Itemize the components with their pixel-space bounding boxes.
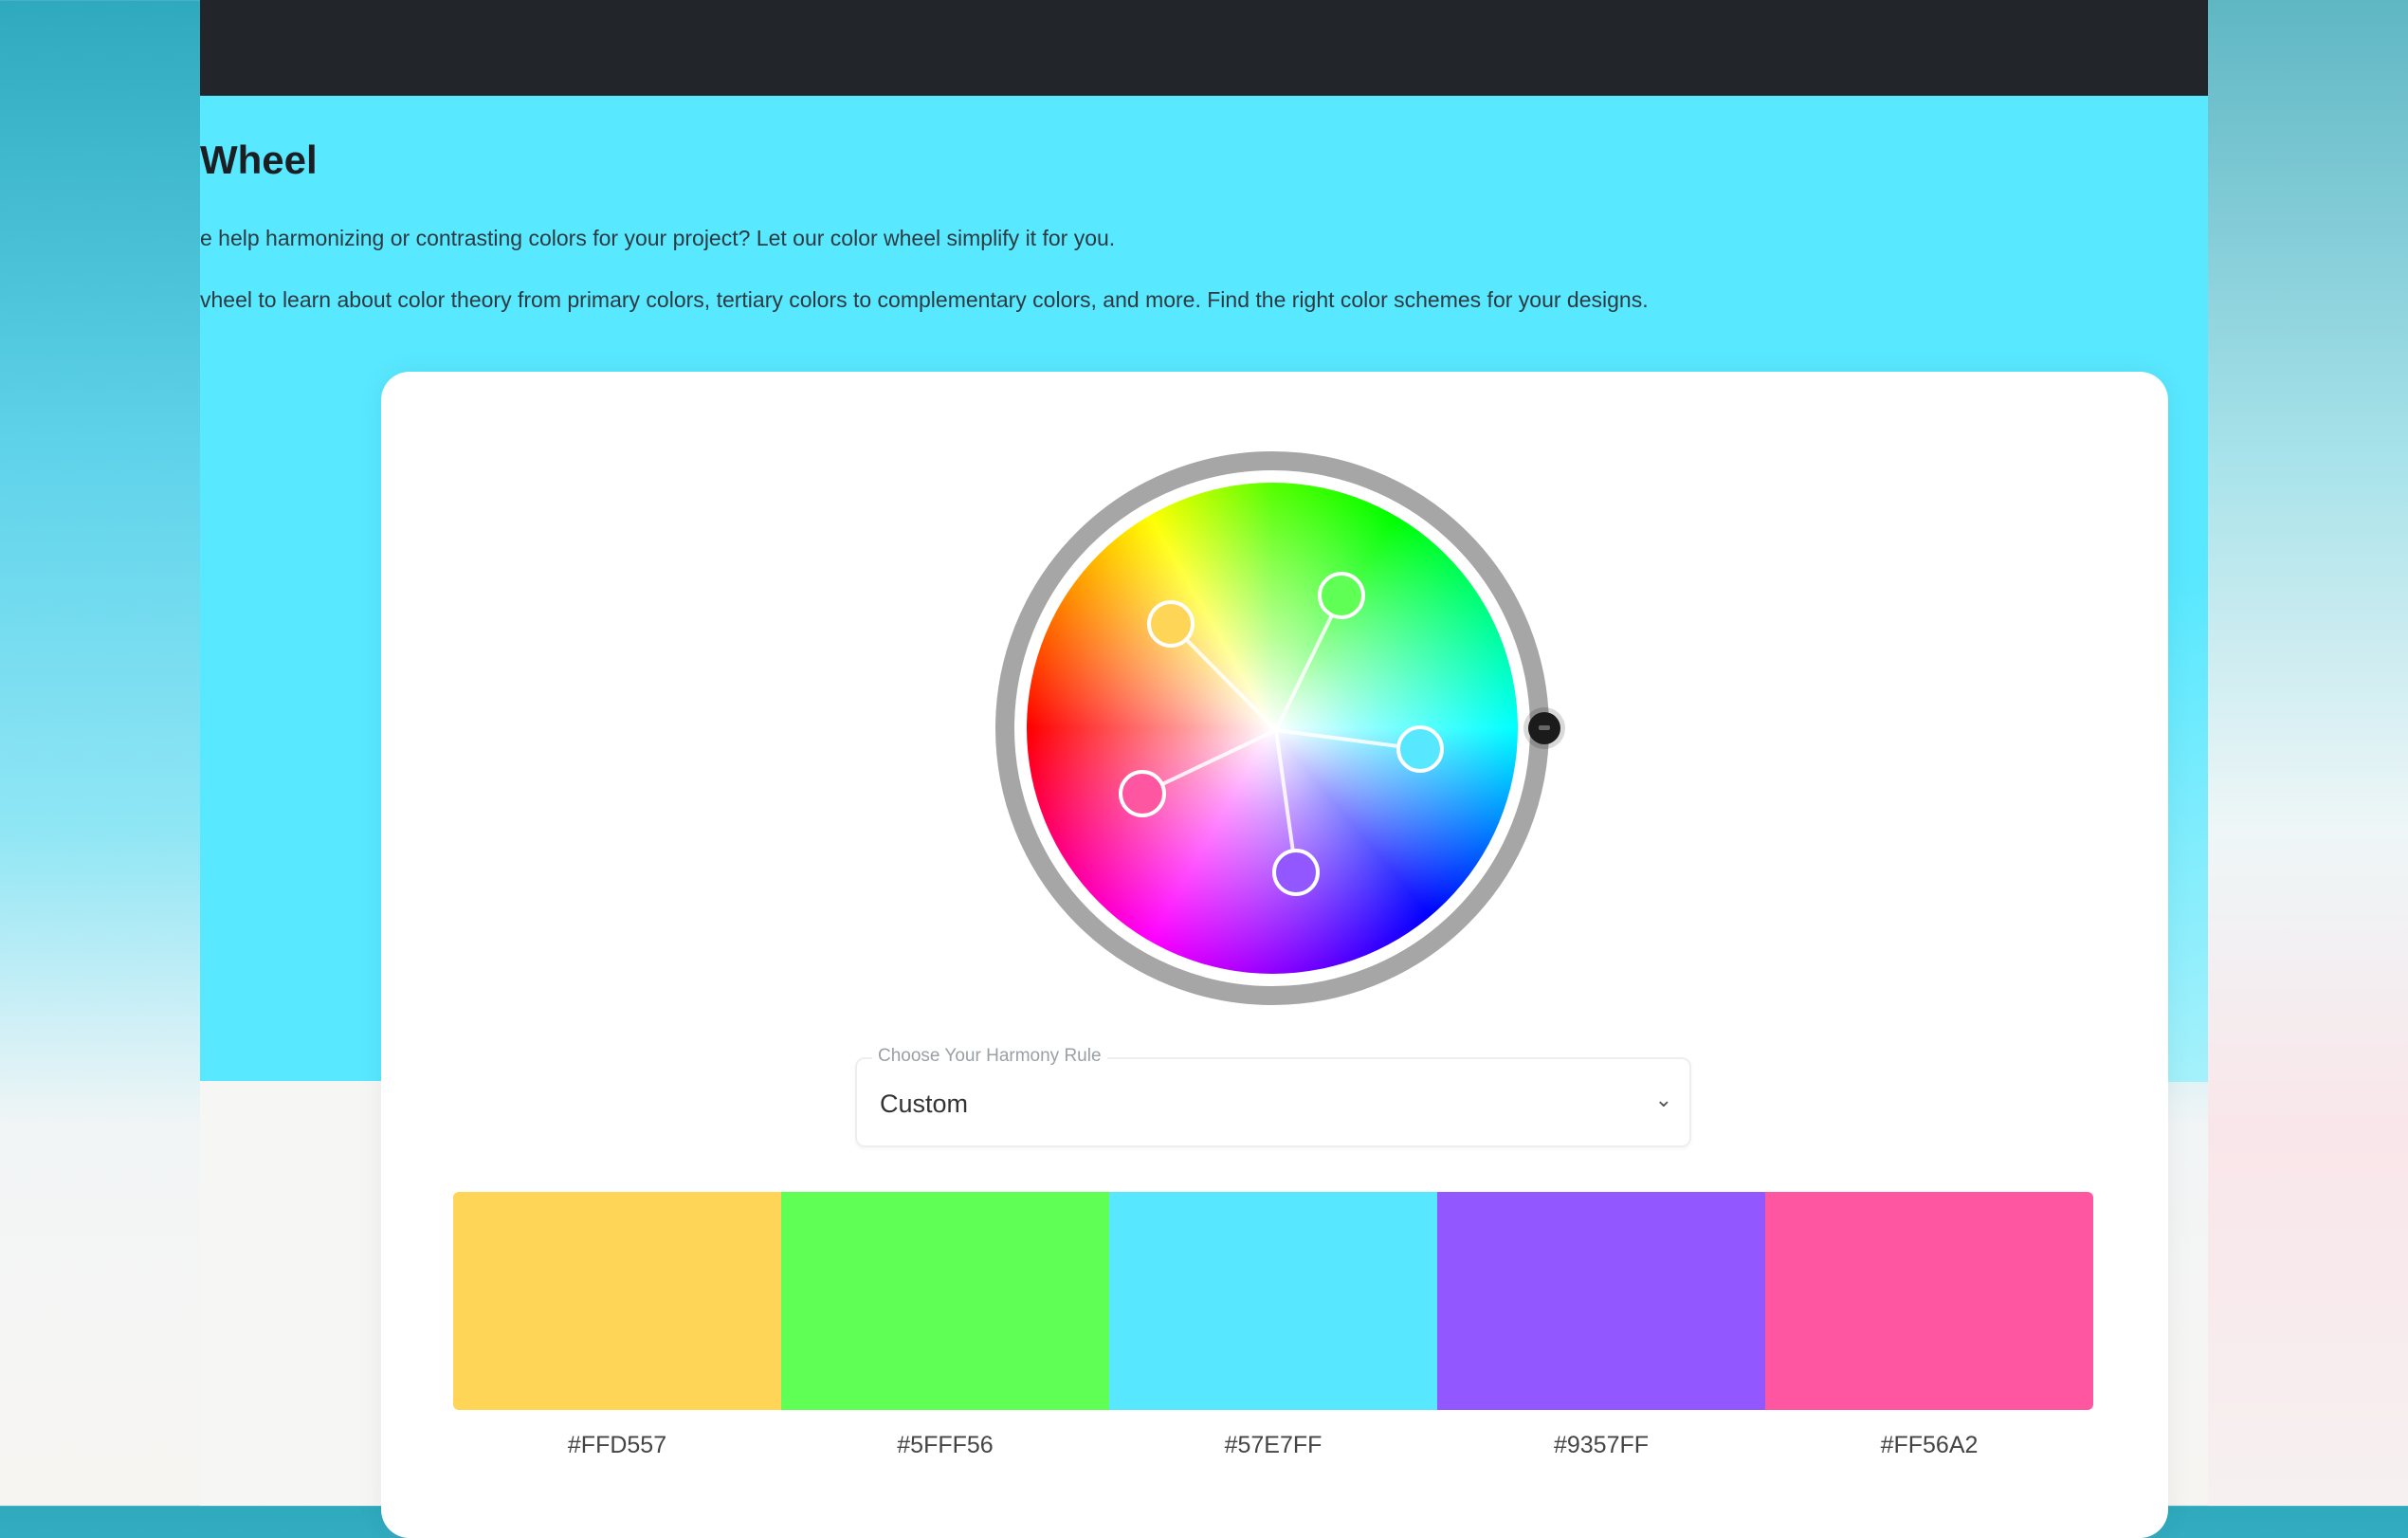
intro-text-1: e help harmonizing or contrasting colors… — [200, 226, 1116, 250]
hex-label[interactable]: #5FFF56 — [897, 1432, 994, 1458]
palette-labels: #FFD557 #5FFF56 #57E7FF #9357FF #FF56A2 — [453, 1432, 2093, 1459]
rotation-knob[interactable] — [1528, 712, 1560, 744]
swatch[interactable] — [1109, 1192, 1437, 1410]
harmony-rule-value: Custom — [880, 1089, 969, 1118]
swatch[interactable] — [781, 1192, 1109, 1410]
swatch[interactable] — [1765, 1192, 2093, 1410]
color-handle[interactable] — [1272, 849, 1320, 896]
color-handle[interactable] — [1119, 770, 1166, 817]
hex-label[interactable]: #FFD557 — [567, 1432, 667, 1458]
hex-label[interactable]: #57E7FF — [1224, 1432, 1323, 1458]
harmony-rule-label: Choose Your Harmony Rule — [872, 1046, 1107, 1067]
color-handle[interactable] — [1318, 572, 1365, 619]
color-handle[interactable] — [1396, 725, 1444, 773]
page-title: Wheel — [200, 137, 318, 182]
background-right — [2208, 0, 2408, 1506]
top-navbar — [200, 0, 2208, 96]
swatch[interactable] — [1437, 1192, 1765, 1410]
hex-label[interactable]: #9357FF — [1553, 1432, 1650, 1458]
color-handle[interactable] — [1147, 600, 1195, 648]
hex-label[interactable]: #FF56A2 — [1880, 1432, 1979, 1458]
swatch[interactable] — [453, 1192, 781, 1410]
harmony-rule-select[interactable]: Choose Your Harmony Rule Custom ⌄ — [855, 1046, 1691, 1147]
wheel-handles — [1119, 572, 1444, 896]
intro-text-2: vheel to learn about color theory from p… — [200, 287, 1649, 312]
background-left — [200, 1081, 390, 1506]
chevron-down-icon: ⌄ — [1654, 1088, 1672, 1111]
palette-swatches — [453, 1192, 2093, 1410]
